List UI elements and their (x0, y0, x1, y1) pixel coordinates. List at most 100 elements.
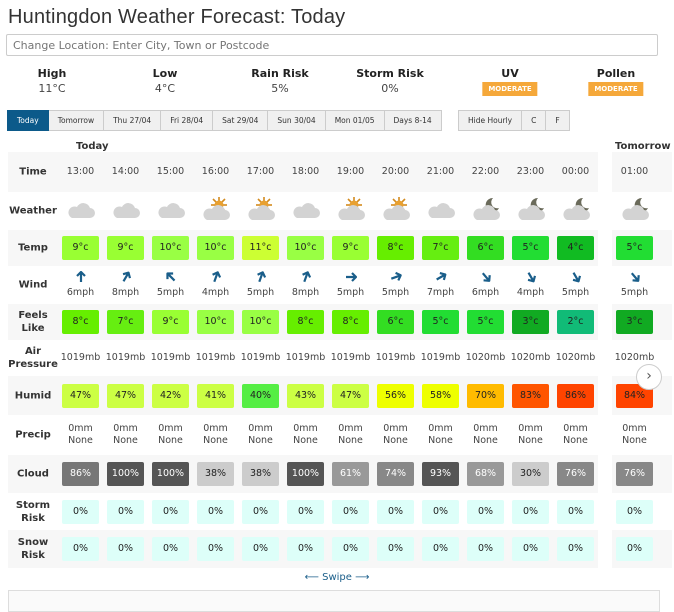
cell-pressure: 1019mb (328, 352, 373, 364)
row-label-snow: Snow Risk (17, 537, 49, 561)
wind-speed: 5mph (620, 287, 649, 298)
row-label-precip: Precip (15, 429, 51, 441)
cell-time: 22:00 (463, 166, 508, 178)
wind-speed: 4mph (516, 287, 545, 298)
cell-feels: 5°c (463, 310, 508, 334)
cell-snow: 0% (463, 537, 508, 561)
cell-wind: 5mph (148, 271, 193, 299)
wind-arrow-icon (238, 270, 283, 287)
row-temp: Temp 9°c 9°c 10°c 10°c 11°c 10°c 9°c 8°c 7°c 6°c 5°… (8, 230, 674, 266)
tab-days-8-14[interactable]: Days 8-14 (384, 110, 442, 131)
snow-value: 0% (107, 537, 144, 561)
hourly-forecast-table[interactable]: Today Tomorrow Time 13:00 14:00 15:00 16:00 17:… (8, 139, 674, 569)
cell-weather (373, 196, 418, 226)
pressure-value: 1019mb (330, 352, 371, 363)
tab-thu-27-04[interactable]: Thu 27/04 (104, 110, 162, 131)
scroll-right-button[interactable]: › (636, 364, 662, 390)
pressure-value: 1019mb (375, 352, 416, 363)
cell-weather (103, 196, 148, 226)
cell-humid: 84% (612, 383, 657, 408)
cell-precip: 0mm None (148, 423, 193, 447)
cell-weather (553, 196, 598, 226)
cell-temp: 4°c (553, 236, 598, 260)
moon-cloud-icon (514, 197, 548, 225)
pressure-value: 1019mb (150, 352, 191, 363)
pressure-value: 1019mb (105, 352, 146, 363)
tab-today[interactable]: Today (7, 110, 49, 131)
tab-mon-01-05[interactable]: Mon 01/05 (325, 110, 385, 131)
pressure-value: 1020mb (555, 352, 596, 363)
snow-value: 0% (557, 537, 594, 561)
precip-type: None (68, 435, 93, 446)
cell-weather (612, 196, 657, 226)
cell-precip: 0mm None (283, 423, 328, 447)
row-label-cloud: Cloud (17, 468, 49, 480)
location-search-input[interactable] (6, 34, 658, 56)
option-hide-hourly[interactable]: Hide Hourly (458, 110, 523, 131)
precip-type: None (622, 435, 647, 446)
humid-value: 41% (197, 383, 234, 408)
cell-feels: 6°c (373, 310, 418, 334)
option-c[interactable]: C (522, 110, 547, 131)
option-f[interactable]: F (546, 110, 570, 131)
wind-arrow-icon (148, 271, 193, 287)
cell-humid: 58% (418, 383, 463, 408)
wind-arrow-icon (283, 270, 328, 287)
temp-value: 10°c (287, 236, 324, 260)
summary-label: Rain Risk (251, 67, 309, 80)
cell-cloud: 86% (58, 462, 103, 486)
row-background (612, 152, 672, 192)
temp-value: 10°c (152, 236, 189, 260)
time-value: 15:00 (156, 166, 185, 177)
cell-snow: 0% (418, 537, 463, 561)
cell-humid: 70% (463, 383, 508, 408)
humid-value: 43% (287, 383, 324, 408)
cell-pressure: 1020mb (463, 352, 508, 364)
precip-amount: 0mm (622, 423, 647, 434)
cell-storm: 0% (193, 499, 238, 524)
cell-precip: 0mm None (58, 423, 103, 447)
feels-value: 5°c (422, 310, 459, 334)
tab-sun-30-04[interactable]: Sun 30/04 (268, 110, 326, 131)
cell-snow: 0% (508, 537, 553, 561)
moon-cloud-icon (559, 197, 593, 225)
snow-value: 0% (377, 537, 414, 561)
cell-temp: 9°c (103, 236, 148, 260)
cloud-value: 68% (467, 462, 504, 486)
cell-cloud: 76% (553, 462, 598, 486)
storm-value: 0% (197, 499, 234, 524)
cell-temp: 5°c (508, 236, 553, 260)
tab-fri-28-04[interactable]: Fri 28/04 (161, 110, 214, 131)
cell-precip: 0mm None (103, 423, 148, 447)
tab-tomorrow[interactable]: Tomorrow (48, 110, 105, 131)
cell-pressure: 1019mb (58, 352, 103, 364)
summary-value: 5% (271, 82, 289, 95)
temp-value: 8°c (377, 236, 414, 260)
time-value: 16:00 (201, 166, 230, 177)
wind-arrow-icon (463, 271, 508, 287)
cell-snow: 0% (103, 537, 148, 561)
summary-high: High 11°C (38, 67, 67, 95)
precip-type: None (113, 435, 138, 446)
cell-wind: 5mph (373, 271, 418, 299)
wind-speed: 7mph (426, 287, 455, 298)
row-label-wind: Wind (18, 279, 48, 291)
cloud-icon (424, 203, 458, 225)
cell-storm: 0% (58, 499, 103, 524)
sun-cloud-icon (334, 197, 368, 225)
wind-speed: 6mph (66, 287, 95, 298)
tab-sat-29-04[interactable]: Sat 29/04 (213, 110, 269, 131)
summary-low: Low 4°C (153, 67, 178, 95)
cell-wind: 5mph (612, 271, 657, 299)
feels-value: 2°c (557, 310, 594, 334)
temp-value: 11°c (242, 236, 279, 260)
storm-value: 0% (242, 499, 279, 524)
level-badge: MODERATE (588, 82, 644, 96)
cloud-icon (154, 203, 188, 225)
storm-value: 0% (287, 499, 324, 524)
humid-value: 40% (242, 383, 279, 408)
cell-cloud: 38% (238, 462, 283, 486)
temp-value: 7°c (422, 236, 459, 260)
cell-snow: 0% (373, 537, 418, 561)
cloud-value: 38% (197, 462, 234, 486)
